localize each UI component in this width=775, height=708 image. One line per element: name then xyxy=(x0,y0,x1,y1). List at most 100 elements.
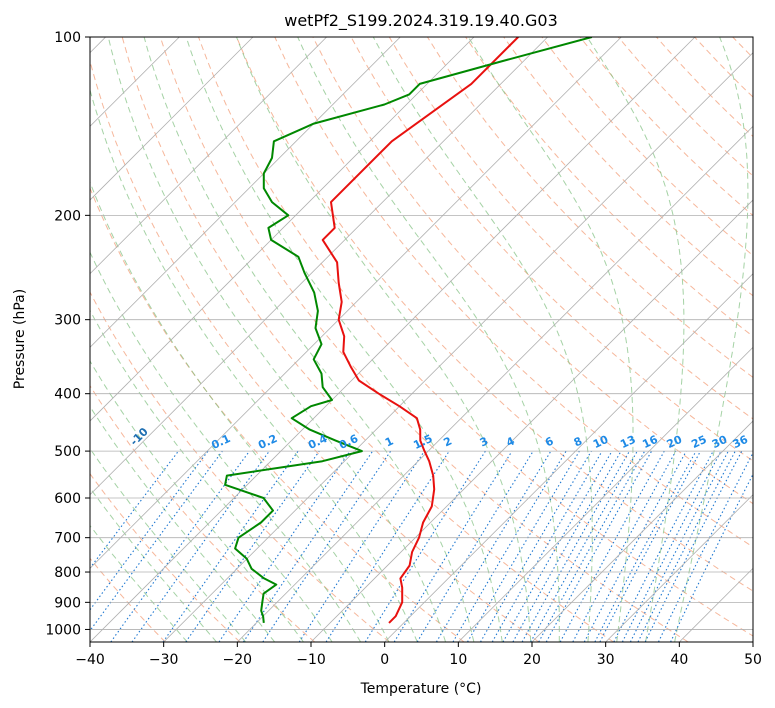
y-tick-label: 300 xyxy=(54,313,81,329)
mixing-ratio-line xyxy=(521,450,630,642)
mixing-ratio-label: 2 xyxy=(442,434,454,449)
y-tick-label: 500 xyxy=(54,444,81,460)
moist-adiabat-line xyxy=(90,180,390,642)
moist-adiabat-line xyxy=(467,37,634,642)
mixing-ratio-line xyxy=(298,450,425,642)
mixing-ratio-label: 3 xyxy=(478,434,490,449)
y-tick-label: 800 xyxy=(54,565,81,581)
dry-adiabat-line xyxy=(90,291,390,642)
dry-adiabat-line xyxy=(426,37,753,378)
mixing-ratio-label: 25 xyxy=(689,433,708,451)
dry-adiabat-line xyxy=(90,186,465,642)
moist-adiabat-line xyxy=(90,309,333,642)
mixing-ratio-label: 1.5 xyxy=(411,432,434,452)
mixing-ratio-line xyxy=(325,450,450,642)
moist-adiabat-line xyxy=(90,88,418,642)
isotherm-line xyxy=(752,641,753,642)
dewpoint-line xyxy=(224,37,593,624)
isotherm-line xyxy=(90,37,401,348)
mixing-ratio-line xyxy=(435,450,552,642)
moist-adiabat-line xyxy=(90,447,247,642)
y-tick-label: 1000 xyxy=(45,622,81,638)
temperature-line xyxy=(321,37,519,624)
mixing-ratio-line xyxy=(90,450,179,570)
mixing-ratio-line xyxy=(670,473,753,642)
pressure-gridlines xyxy=(90,37,753,630)
dry-adiabat-line xyxy=(350,37,753,462)
x-tick-label: −20 xyxy=(223,652,253,668)
mixing-ratio-line xyxy=(621,450,722,642)
dry-adiabat-line xyxy=(465,37,753,338)
dry-adiabat-line xyxy=(159,37,689,642)
dry-adiabat-line xyxy=(388,37,753,420)
isotherm-line xyxy=(605,494,753,642)
x-tick-label: 40 xyxy=(670,652,688,668)
mixing-ratio-label: 10 xyxy=(591,433,611,451)
y-axis-ticks: 100 200 300 400 500 600 700 800 900 1000 xyxy=(45,30,90,638)
y-tick-label: 700 xyxy=(54,531,81,547)
mixing-ratio-line xyxy=(393,450,513,642)
moist-adiabat-line xyxy=(90,405,276,642)
mixing-ratio-line xyxy=(599,450,701,642)
moist-adiabat-line xyxy=(372,37,593,642)
mixing-ratio-line xyxy=(613,450,714,642)
mixing-ratio-line xyxy=(545,450,653,642)
dry-adiabats xyxy=(90,37,753,642)
mixing-ratio-label: 13 xyxy=(618,433,637,451)
mixing-ratio-label: 20 xyxy=(665,433,685,451)
x-axis-ticks: −40 −30 −20 −10 0 10 20 30 40 50 xyxy=(75,642,762,668)
profile-series xyxy=(224,37,593,624)
isotherm-line xyxy=(310,199,753,642)
mixing-ratio-line xyxy=(90,450,223,632)
mixing-ratio-line xyxy=(262,450,392,642)
y-tick-label: 900 xyxy=(54,595,81,611)
moist-adiabat-line xyxy=(185,37,503,642)
mixing-ratio-line xyxy=(364,450,486,642)
isotherms xyxy=(90,37,753,642)
mixing-ratio-label: 0.1 xyxy=(209,432,232,452)
dry-adiabat-line xyxy=(694,37,753,98)
mixing-ratio-line xyxy=(583,450,687,642)
moist-adiabat-line xyxy=(90,360,304,642)
moist-adiabat-line xyxy=(90,524,188,642)
dry-adiabat-line xyxy=(274,37,753,548)
dry-adiabat-line xyxy=(541,37,753,257)
mixing-ratio-lines xyxy=(90,450,753,642)
dry-adiabat-line xyxy=(236,37,753,592)
mixing-ratio-line xyxy=(185,450,320,642)
mixing-ratio-line xyxy=(452,450,567,642)
dry-adiabat-line xyxy=(732,37,753,59)
dry-adiabat-label: -20 xyxy=(53,402,76,425)
mixing-ratio-line xyxy=(242,450,374,642)
moist-adiabat-line xyxy=(90,487,217,642)
mixing-ratio-line xyxy=(637,450,736,642)
y-tick-label: 100 xyxy=(54,30,81,46)
moist-adiabat-line xyxy=(586,37,685,642)
dry-adiabat-line xyxy=(90,59,540,642)
mixing-ratio-line xyxy=(644,450,743,642)
mixing-ratio-label: 6 xyxy=(543,434,556,449)
mixing-ratio-line xyxy=(572,450,677,642)
dry-adiabat-line xyxy=(656,37,753,138)
mixing-ratio-line xyxy=(559,450,665,642)
mixing-ratio-label: 36 xyxy=(731,433,751,451)
isotherm-line xyxy=(163,52,753,642)
moist-adiabat-label: 40 xyxy=(771,579,775,599)
mixing-ratio-label: 0.2 xyxy=(256,432,279,452)
dry-adiabat-line xyxy=(312,37,753,505)
x-tick-label: −40 xyxy=(75,652,105,668)
x-tick-label: 50 xyxy=(744,652,762,668)
moist-adiabat-line xyxy=(674,37,749,642)
isotherm-line xyxy=(90,37,475,422)
x-tick-label: −10 xyxy=(296,652,326,668)
mixing-ratio-line xyxy=(512,450,622,642)
mixing-ratio-line xyxy=(530,450,638,642)
mixing-ratio-line xyxy=(110,450,250,642)
isotherm-line xyxy=(458,346,753,642)
mixing-ratio-label: 30 xyxy=(710,433,730,451)
mixing-ratio-line xyxy=(90,450,209,611)
y-axis-label: Pressure (hPa) xyxy=(12,289,28,389)
mixing-ratio-line xyxy=(538,450,646,642)
mixing-ratio-line xyxy=(594,450,697,642)
